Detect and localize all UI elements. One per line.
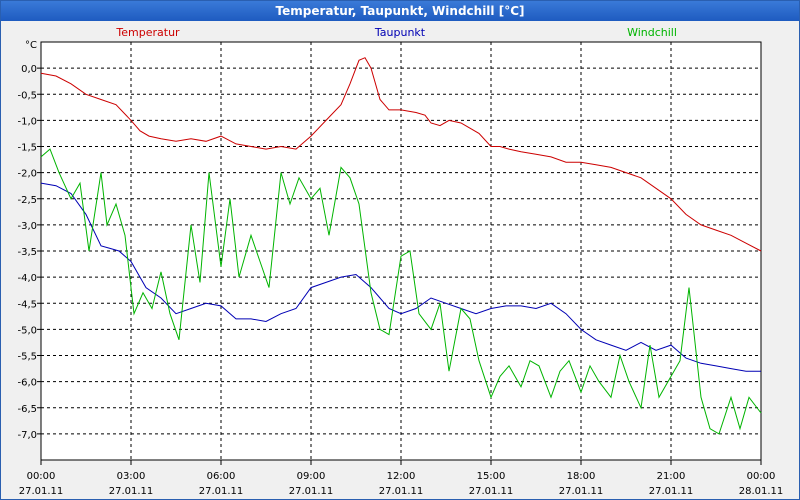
x-tick-date: 27.01.11	[649, 486, 694, 497]
series-line-windchill	[40, 148, 762, 435]
series-line-temperatur	[40, 57, 762, 252]
x-tick-time: 09:00	[297, 471, 326, 482]
legend: Temperatur Taupunkt Windchill	[115, 26, 677, 39]
y-tick-label: -4,5	[17, 299, 37, 310]
y-tick-label: -1,5	[17, 143, 37, 154]
legend-windchill: Windchill	[627, 26, 677, 39]
x-tick-date: 27.01.11	[379, 486, 424, 497]
y-tick-label: 0,0	[21, 64, 37, 75]
y-tick-label: -1,0	[17, 116, 37, 127]
x-tick-time: 15:00	[477, 471, 506, 482]
legend-taupunkt: Taupunkt	[374, 26, 426, 39]
y-tick-label: -3,0	[17, 221, 37, 232]
x-tick-date: 27.01.11	[289, 486, 334, 497]
x-tick-date: 27.01.11	[469, 486, 514, 497]
y-tick-label: -5,5	[17, 352, 37, 363]
y-tick-label: -5,0	[17, 325, 37, 336]
y-axis-ticks: 0,0 -0,5 -1,0 -1,5 -2,0 -2,5 -3,0 -3,5 -4,0 -4,5 -…	[17, 64, 41, 441]
x-tick-time: 06:00	[207, 471, 236, 482]
y-tick-label: -0,5	[17, 90, 37, 101]
x-tick-time: 12:00	[387, 471, 416, 482]
y-tick-label: -2,5	[17, 195, 37, 206]
x-tick-time: 18:00	[567, 471, 596, 482]
x-tick-date: 27.01.11	[199, 486, 244, 497]
y-tick-label: -6,0	[17, 378, 37, 389]
y-tick-label: -3,5	[17, 247, 37, 258]
y-tick-label: -4,0	[17, 273, 37, 284]
x-tick-date: 27.01.11	[19, 486, 64, 497]
grid-lines	[41, 42, 761, 460]
x-tick-date: 27.01.11	[109, 486, 154, 497]
series-line-taupunkt	[40, 182, 761, 372]
window-title: Temperatur, Taupunkt, Windchill [°C]	[1, 1, 799, 21]
x-tick-date: 28.01.11	[739, 486, 784, 497]
x-tick-time: 03:00	[117, 471, 146, 482]
y-axis-label: °C	[25, 40, 37, 51]
x-tick-date: 27.01.11	[559, 486, 604, 497]
y-tick-label: -6,5	[17, 404, 37, 415]
series-lines	[40, 57, 762, 435]
legend-temperatur: Temperatur	[115, 26, 180, 39]
y-tick-label: -2,0	[17, 169, 37, 180]
x-axis-ticks: 00:00 27.01.11 03:00 27.01.11 06:00 27.01.11 0…	[19, 460, 784, 497]
x-tick-time: 00:00	[27, 471, 56, 482]
y-tick-label: -7,0	[17, 430, 37, 441]
x-tick-time: 00:00	[747, 471, 776, 482]
x-tick-time: 21:00	[657, 471, 686, 482]
